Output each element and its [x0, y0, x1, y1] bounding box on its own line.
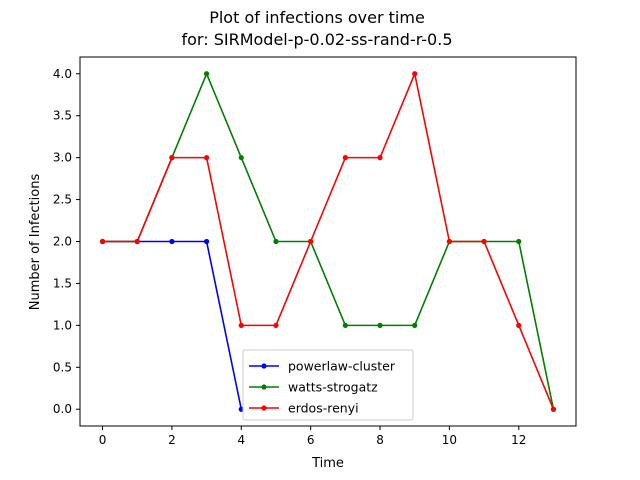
x-tick-label: 6: [307, 433, 315, 447]
series-line-powerlaw-cluster: [102, 240, 243, 410]
legend-entry-watts-strogatz: watts-strogatz: [249, 380, 378, 395]
chart-title-line-2: for: SIRModel-p-0.02-ss-rand-r-0.5: [182, 30, 453, 49]
series-erdos-renyi: [99, 71, 557, 412]
legend-entry-erdos-renyi: erdos-renyi: [249, 401, 359, 416]
data-point-erdos-renyi: [169, 155, 175, 161]
series-line-erdos-renyi: [102, 72, 555, 410]
legend: powerlaw-cluster watts-strogatz erdos-reny…: [242, 349, 414, 421]
data-point-watts-strogatz: [273, 238, 279, 245]
x-tick-label: 2: [168, 433, 176, 447]
data-point-powerlaw-cluster: [204, 238, 210, 245]
data-point-watts-strogatz: [516, 238, 522, 245]
legend-marker: [261, 405, 267, 411]
x-tick-label: 0: [99, 433, 107, 447]
data-point-watts-strogatz: [204, 71, 210, 77]
series-powerlaw-cluster: [99, 238, 244, 412]
data-point-erdos-renyi: [308, 238, 314, 245]
x-tick-label: 10: [442, 433, 457, 447]
y-tick-label: 2.5: [53, 193, 72, 207]
legend-box: [242, 349, 414, 421]
data-point-erdos-renyi: [550, 406, 557, 412]
data-point-watts-strogatz: [342, 322, 348, 328]
data-point-erdos-renyi: [99, 238, 106, 245]
legend-marker: [261, 363, 267, 369]
y-axis-label: Number of Infections: [28, 174, 43, 311]
legend-marker: [261, 384, 267, 390]
data-point-erdos-renyi: [238, 322, 244, 328]
legend-label: erdos-renyi: [288, 401, 359, 416]
y-tick-label: 3.5: [53, 109, 72, 123]
data-point-erdos-renyi: [516, 322, 522, 328]
data-point-erdos-renyi: [134, 238, 140, 245]
data-point-erdos-renyi: [446, 238, 452, 245]
y-axis-ticks: 0.0 0.5 1.0 1.5 2.0 2.5 3.0 3.5 4.0: [53, 67, 80, 416]
data-point-watts-strogatz: [238, 155, 244, 161]
y-tick-label: 2.0: [53, 235, 72, 249]
y-tick-label: 1.5: [53, 276, 72, 290]
x-axis-label: Time: [311, 456, 344, 471]
legend-entry-powerlaw-cluster: powerlaw-cluster: [249, 359, 396, 374]
y-tick-label: 1.0: [53, 318, 72, 332]
data-point-erdos-renyi: [342, 155, 348, 161]
x-tick-label: 4: [237, 433, 245, 447]
y-tick-label: 4.0: [53, 67, 72, 81]
x-tick-label: 8: [376, 433, 384, 447]
data-point-erdos-renyi: [204, 155, 210, 161]
y-tick-label: 3.0: [53, 151, 72, 165]
chart-title-line-1: Plot of infections over time: [209, 8, 425, 27]
plot-area: [99, 71, 557, 412]
legend-label: powerlaw-cluster: [288, 359, 396, 374]
y-tick-label: 0.0: [53, 402, 72, 416]
data-point-watts-strogatz: [377, 322, 383, 328]
data-point-erdos-renyi: [412, 71, 418, 77]
x-tick-label: 12: [511, 433, 526, 447]
y-tick-label: 0.5: [53, 360, 72, 374]
data-point-erdos-renyi: [377, 155, 383, 161]
data-point-erdos-renyi: [481, 238, 487, 245]
x-axis-ticks: 0 2 4 6 8 10 12: [99, 426, 526, 447]
data-point-powerlaw-cluster: [169, 238, 175, 245]
data-point-watts-strogatz: [412, 322, 418, 328]
data-point-erdos-renyi: [273, 322, 279, 328]
legend-label: watts-strogatz: [288, 380, 378, 395]
